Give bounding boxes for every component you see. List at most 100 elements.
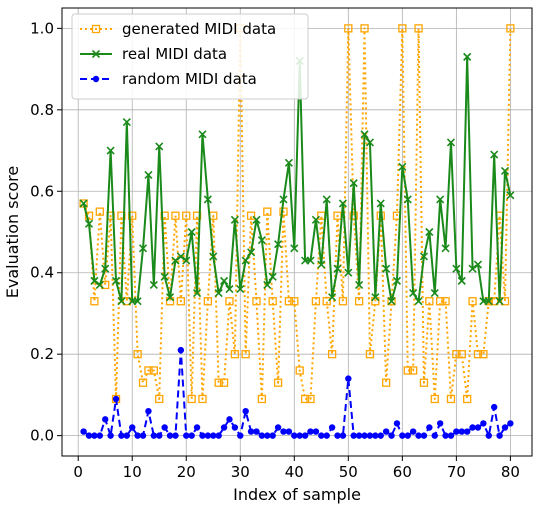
data-point [111,276,121,285]
data-point [371,293,380,302]
data-point [463,394,472,404]
data-point [258,432,266,439]
data-point [501,424,509,431]
data-point [496,432,503,439]
data-point [506,24,515,33]
data-point [468,264,477,273]
x-tick-label: 20 [177,463,196,481]
data-point [144,170,153,180]
data-point [490,150,499,159]
data-point [230,215,239,224]
data-point [225,284,234,294]
data-point [187,394,196,404]
x-tick-label: 80 [501,463,520,481]
data-point [366,432,374,439]
data-point [252,297,261,306]
data-point [350,432,357,439]
data-point [306,256,315,265]
data-point [247,428,255,435]
data-point [214,378,223,387]
data-point [264,432,271,439]
data-point [231,424,239,431]
data-point [322,195,331,204]
data-point [183,432,190,439]
data-point [263,280,272,290]
data-point [349,211,358,220]
data-point [381,378,391,387]
data-point [279,195,288,204]
data-point [328,424,336,431]
data-point [274,240,283,249]
data-point [361,432,368,439]
data-point [182,256,191,265]
data-point [295,366,304,375]
series-line [82,55,512,303]
x-tick-label: 70 [447,463,466,481]
data-point [102,416,109,423]
legend: generated MIDI data real MIDI data random … [71,13,309,100]
data-point [485,432,492,439]
data-point [203,195,212,204]
data-point [419,378,429,387]
data-point [392,276,402,285]
data-point [91,432,98,439]
x-tick-label: 50 [339,463,358,481]
data-point [365,138,374,147]
data-point [165,293,175,302]
data-point [430,394,439,404]
data-point [241,256,250,265]
data-point [328,293,337,302]
data-point [425,227,434,237]
x-tick-label: 0 [73,463,83,481]
data-point [90,276,99,285]
data-point [453,428,460,435]
y-tick-label: 0.2 [30,345,54,363]
data-point [404,432,411,439]
data-point [338,199,347,208]
data-point [457,276,466,285]
data-point [156,432,163,439]
data-point [226,416,233,423]
data-point [344,24,353,33]
data-point [301,432,309,439]
data-point [214,289,223,298]
data-point [176,252,185,261]
data-point [377,432,384,439]
x-tick-label: 10 [123,463,142,481]
legend-marker [91,49,101,59]
data-point [138,244,148,253]
series-random-midi-data [80,346,514,439]
data-point [473,260,483,269]
data-point [300,394,310,404]
data-point [106,146,115,155]
data-point [149,280,158,290]
data-point [318,432,325,439]
data-point [253,428,260,435]
legend-entry: real MIDI data [80,45,227,63]
data-point [242,408,249,415]
legend-label: random MIDI data [122,70,257,88]
data-point [458,428,465,435]
data-point [112,395,120,403]
data-point [107,432,114,439]
data-point [506,191,515,200]
data-point [166,432,174,439]
data-point [172,432,179,439]
data-point [403,366,412,375]
data-point [484,297,493,306]
y-tick-label: 0.8 [30,101,54,119]
data-point [430,289,439,298]
data-point [419,252,429,261]
data-point [469,424,476,431]
data-point [198,130,207,139]
data-point [345,375,352,382]
data-point [257,394,267,404]
data-point [188,432,195,439]
data-point [409,428,417,435]
data-point [123,432,131,439]
data-point [436,297,445,306]
data-point [339,432,347,439]
data-point [95,280,104,290]
data-point [145,408,152,415]
data-point [215,432,222,439]
